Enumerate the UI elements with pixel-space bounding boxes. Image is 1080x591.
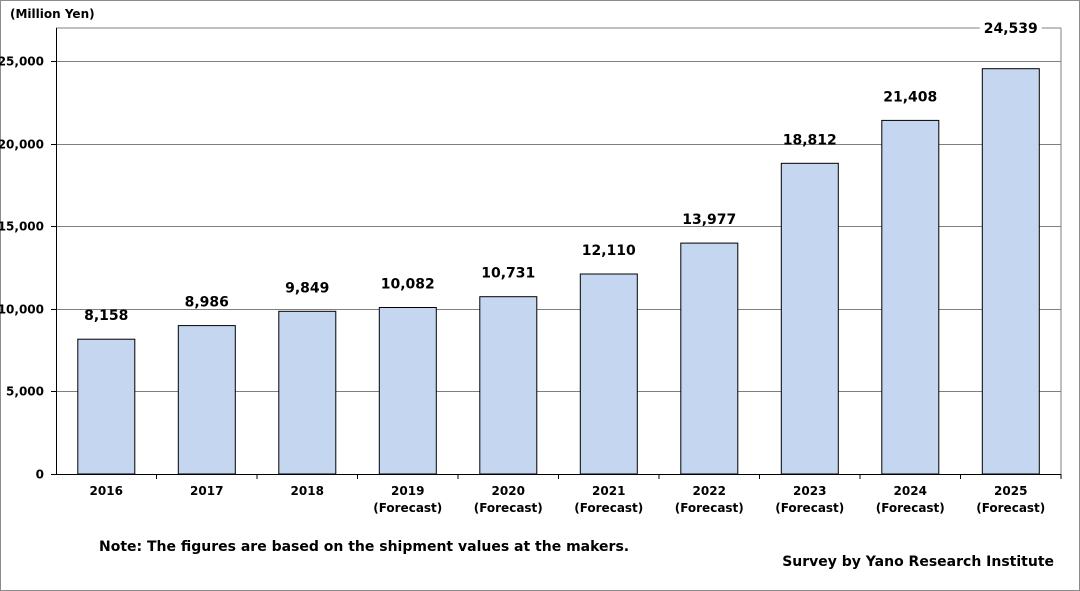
value-label-2022: 13,977	[682, 212, 736, 228]
x-tick-label-2025: 2025	[994, 484, 1027, 498]
x-tick-label-2023: 2023	[793, 484, 826, 498]
x-tick-label-2016: 2016	[90, 484, 123, 498]
x-tick-sublabel-2024: (Forecast)	[876, 501, 945, 515]
x-tick-label-2021: 2021	[592, 484, 625, 498]
x-tick-label-2018: 2018	[291, 484, 324, 498]
value-label-backing	[979, 18, 1042, 38]
x-tick-sublabel-2022: (Forecast)	[675, 501, 744, 515]
bar-2024	[881, 119, 940, 475]
bar-2017	[177, 325, 236, 475]
source-credit: Survey by Yano Research Institute	[782, 554, 1054, 570]
value-label-2023: 18,812	[783, 132, 837, 148]
y-tick-label: 0	[36, 468, 44, 482]
bar-2020	[479, 296, 538, 475]
x-tick-label-2024: 2024	[894, 484, 927, 498]
x-tick-sublabel-2025: (Forecast)	[976, 501, 1045, 515]
x-tick-label-2017: 2017	[190, 484, 223, 498]
y-tick-label: 25,000	[0, 55, 44, 69]
bar-2019	[378, 307, 437, 475]
bar-2025	[981, 68, 1040, 475]
x-tick-sublabel-2021: (Forecast)	[574, 501, 643, 515]
y-tick-label: 20,000	[0, 138, 44, 152]
value-label-2016: 8,158	[84, 308, 128, 324]
x-tick-sublabel-2023: (Forecast)	[775, 501, 844, 515]
value-label-2020: 10,731	[481, 266, 535, 282]
value-label-2019: 10,082	[381, 276, 435, 292]
bar-2016	[77, 338, 136, 475]
y-tick-label: 10,000	[0, 303, 44, 317]
y-tick-label: 15,000	[0, 220, 44, 234]
bar-2022	[680, 242, 739, 475]
footnote: Note: The figures are based on the shipm…	[99, 539, 630, 555]
value-label-2024: 21,408	[883, 89, 937, 105]
labels: 0 5,000 10,000 15,000 20,000 25,000 8,158 2016 8…	[0, 18, 1045, 515]
x-tick-label-2019: 2019	[391, 484, 424, 498]
bars	[77, 68, 1040, 475]
bar-2023	[780, 162, 839, 475]
bar-2021	[579, 273, 638, 475]
value-label-2021: 12,110	[582, 243, 636, 259]
x-tick-label-2022: 2022	[693, 484, 726, 498]
x-tick-sublabel-2020: (Forecast)	[474, 501, 543, 515]
y-tick-label: 5,000	[6, 385, 44, 399]
x-tick-label-2020: 2020	[492, 484, 525, 498]
bar-2018	[278, 310, 337, 475]
value-label-2018: 9,849	[285, 280, 329, 296]
axes	[51, 28, 1062, 479]
x-tick-sublabel-2019: (Forecast)	[373, 501, 442, 515]
y-axis-unit-label: (Million Yen)	[10, 7, 95, 21]
value-label-2017: 8,986	[185, 295, 229, 311]
value-label-2025: 24,539	[984, 21, 1038, 37]
